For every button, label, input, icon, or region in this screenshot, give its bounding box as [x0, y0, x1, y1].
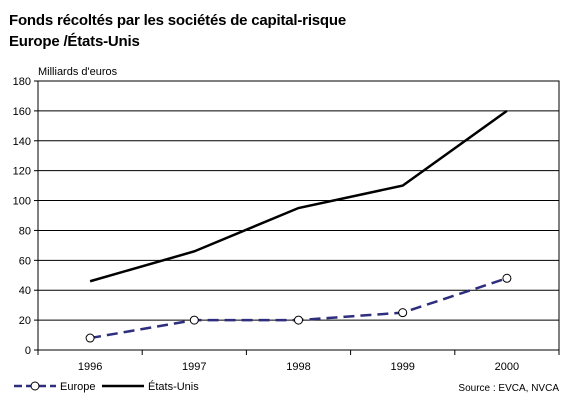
chart-subtitle: Europe /États-Unis	[9, 33, 140, 50]
legend-marker	[30, 381, 40, 391]
series-line-etats-unis	[89, 109, 508, 283]
data-point-europe	[189, 315, 199, 325]
data-point-europe	[294, 315, 303, 325]
y-tick-label: 120	[13, 166, 31, 178]
legend-label: États-Unis	[148, 380, 199, 393]
y-axis: 0 20 40 60 80 100 120 140 160 180	[13, 76, 38, 357]
x-tick-label: 1997	[182, 361, 206, 373]
legend: Europe États-Unis	[14, 380, 199, 393]
series-line-europe	[89, 277, 508, 340]
x-tick-label: 1998	[286, 361, 310, 373]
y-tick-label: 180	[13, 76, 31, 88]
data-point-europe	[398, 308, 408, 318]
chart-title: Fonds récoltés par les sociétés de capit…	[9, 12, 346, 29]
y-tick-label: 60	[19, 255, 31, 267]
data-point-europe	[502, 273, 512, 283]
legend-label: Europe	[60, 381, 95, 393]
series-layer	[85, 109, 512, 343]
x-tick-label: 1996	[78, 361, 102, 373]
y-tick-label: 0	[25, 345, 31, 357]
gridlines	[38, 110, 559, 321]
x-tick-label: 1999	[390, 361, 414, 373]
y-tick-label: 40	[19, 285, 31, 297]
y-tick-label: 160	[13, 106, 31, 118]
source-note: Source : EVCA, NVCA	[458, 383, 559, 394]
y-tick-label: 100	[13, 196, 31, 208]
x-tick-label: 2000	[495, 361, 519, 373]
chart-title-block: Fonds récoltés par les sociétés de capit…	[9, 10, 449, 52]
y-tick-label: 20	[19, 315, 31, 327]
y-tick-label: 140	[13, 136, 31, 148]
data-point-europe	[85, 333, 95, 343]
x-axis: 1996 1997 1998 1999 2000	[37, 350, 560, 373]
y-tick-label: 80	[19, 225, 31, 237]
plot-area-border	[37, 80, 560, 351]
y-axis-label: Milliards d'euros	[38, 66, 118, 78]
